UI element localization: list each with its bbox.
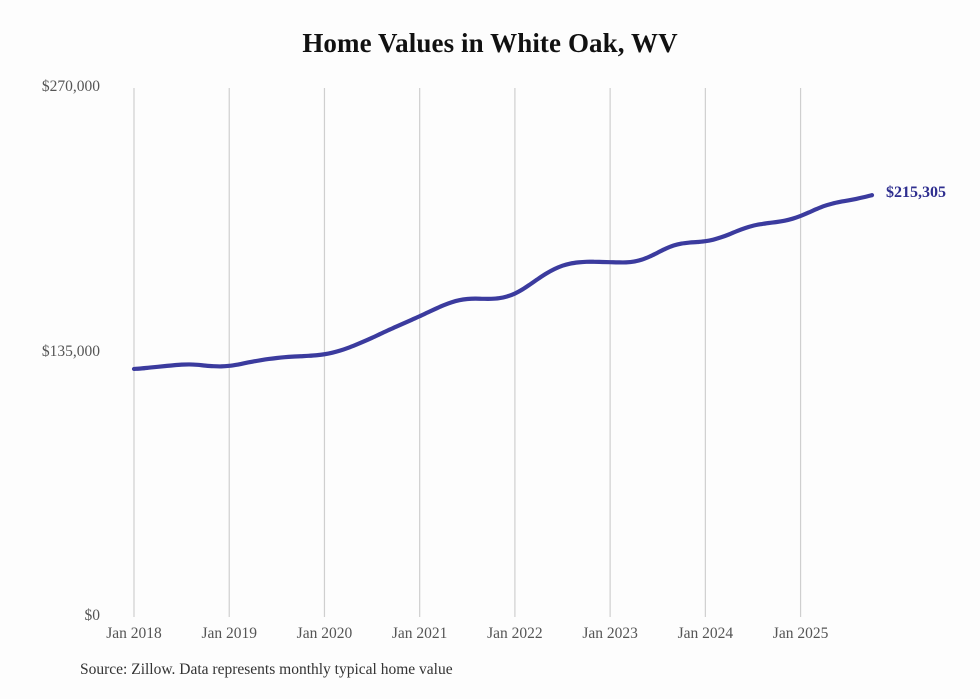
x-tick-label-jan-2020: Jan 2020	[296, 625, 353, 642]
source-note: Source: Zillow. Data represents monthly …	[80, 661, 453, 678]
x-tick-label-jan-2018: Jan 2018	[106, 625, 162, 642]
x-tick-label-jan-2021: Jan 2021	[391, 625, 448, 642]
x-tick-label-jan-2019: Jan 2019	[201, 625, 257, 642]
end-value-label: $215,305	[886, 184, 946, 202]
x-tick-label-jan-2024: Jan 2024	[677, 625, 734, 642]
x-tick-label-jan-2022: Jan 2022	[487, 625, 543, 642]
y-tick-label-0: $0	[84, 607, 101, 624]
y-tick-label-1: $135,000	[41, 342, 100, 360]
line-series-typical-home-value	[131, 193, 875, 372]
x-tick-label-jan-2023: Jan 2023	[582, 625, 638, 642]
y-tick-label-2: $270,000	[41, 78, 100, 95]
chart-title: Home Values in White Oak, WV	[302, 28, 678, 58]
x-tick-label-jan-2025: Jan 2025	[772, 625, 829, 642]
gridlines-group	[133, 88, 802, 617]
